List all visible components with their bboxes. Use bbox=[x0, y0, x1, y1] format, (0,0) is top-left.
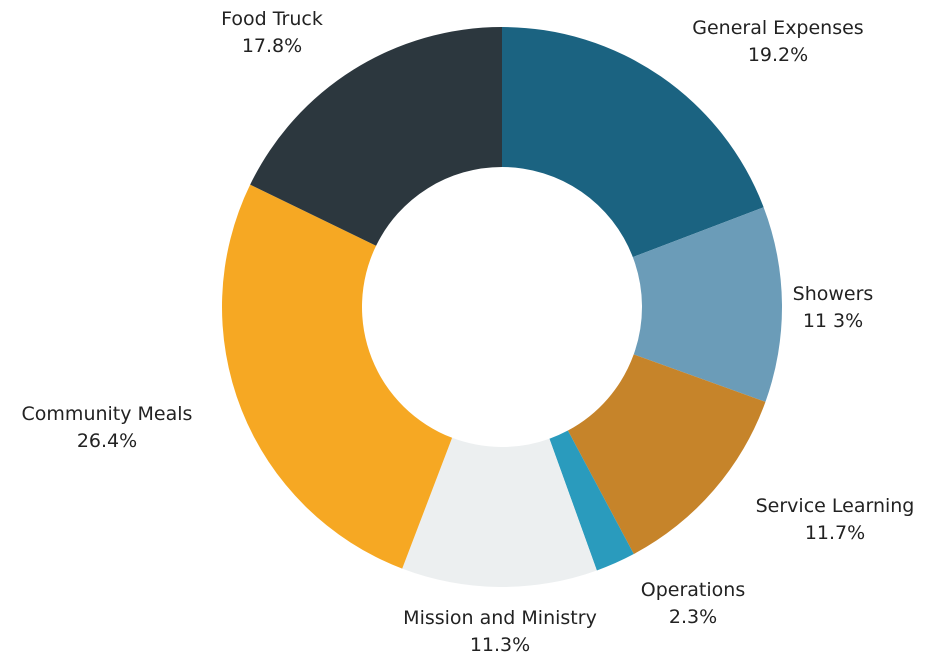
slice-value-mission-and-ministry: 11.3% bbox=[470, 634, 530, 655]
slice-label-general-expenses: General Expenses bbox=[692, 17, 863, 39]
slice-showers bbox=[632, 207, 782, 402]
slice-value-food-truck: 17.8% bbox=[242, 35, 302, 57]
slice-value-community-meals: 26.4% bbox=[77, 430, 137, 452]
slice-label-showers: Showers bbox=[793, 283, 874, 305]
slices-group bbox=[221, 27, 782, 587]
slice-general-expenses bbox=[502, 27, 764, 258]
slice-value-showers: 11 3% bbox=[803, 310, 863, 332]
slice-operations bbox=[549, 430, 634, 571]
slice-label-community-meals: Community Meals bbox=[22, 403, 193, 425]
slice-value-general-expenses: 19.2% bbox=[748, 44, 808, 66]
labels-group: General Expenses 19.2% Showers 11 3% Service… bbox=[22, 8, 915, 655]
slice-mission-and-ministry bbox=[402, 437, 597, 587]
slice-community-meals bbox=[221, 184, 453, 569]
slice-service-learning bbox=[567, 354, 766, 555]
slice-label-food-truck: Food Truck bbox=[221, 8, 323, 30]
slice-food-truck bbox=[250, 27, 502, 246]
slice-value-service-learning: 11.7% bbox=[805, 522, 865, 544]
slice-label-service-learning: Service Learning bbox=[756, 495, 915, 517]
slice-value-operations: 2.3% bbox=[669, 606, 717, 628]
slice-label-mission-and-ministry: Mission and Ministry bbox=[403, 607, 597, 629]
slice-label-operations: Operations bbox=[641, 579, 745, 601]
